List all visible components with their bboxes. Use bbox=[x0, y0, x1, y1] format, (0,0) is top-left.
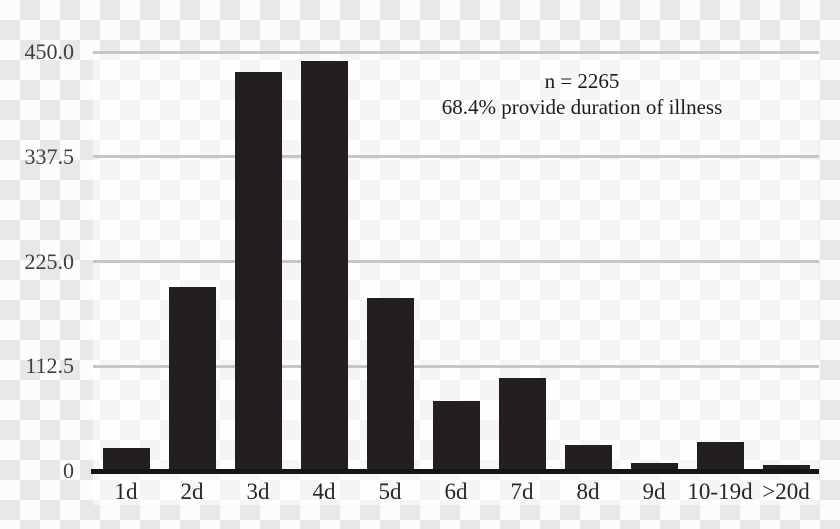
x-tick-label->20d: >20d bbox=[762, 479, 810, 504]
x-axis-line bbox=[91, 469, 819, 474]
x-tick-label-8d: 8d bbox=[576, 479, 600, 504]
y-tick-label: 0 bbox=[63, 458, 74, 483]
x-tick-label-9d: 9d bbox=[642, 479, 666, 504]
y-tick-label: 225.0 bbox=[24, 248, 75, 274]
bar-4d bbox=[300, 61, 348, 470]
bar-5d bbox=[366, 298, 414, 470]
x-tick-label-4d: 4d bbox=[312, 479, 336, 504]
y-tick-label: 450.0 bbox=[24, 39, 75, 64]
bar-10-19d bbox=[696, 442, 744, 470]
bar-3d bbox=[234, 72, 282, 470]
annotation: n = 2265 68.4% provide duration of illne… bbox=[442, 68, 723, 120]
gridline-450.0 bbox=[93, 50, 819, 54]
gridline-112.5 bbox=[93, 364, 819, 368]
bar-9d bbox=[630, 463, 678, 470]
gridline-225.0 bbox=[93, 260, 819, 263]
annotation-percentage: 68.4% provide duration of illness bbox=[441, 95, 723, 119]
y-tick-label: 337.5 bbox=[24, 143, 75, 169]
x-tick-label-2d: 2d bbox=[180, 479, 204, 504]
x-tick-label-1d: 1d bbox=[114, 479, 138, 504]
bar-6d bbox=[432, 401, 480, 470]
annotation-sample-size: n = 2265 bbox=[544, 69, 620, 93]
x-tick-label-10-19d: 10-19d bbox=[687, 479, 753, 504]
bar-8d bbox=[564, 445, 612, 470]
x-tick-label-6d: 6d bbox=[444, 479, 468, 504]
bar-2d bbox=[168, 287, 216, 470]
gridline-337.5 bbox=[93, 155, 819, 159]
x-tick-label-5d: 5d bbox=[378, 479, 402, 504]
x-tick-label-3d: 3d bbox=[246, 479, 270, 504]
y-tick-label: 112.5 bbox=[25, 353, 74, 379]
bar->20d bbox=[762, 465, 810, 470]
bar-1d bbox=[102, 448, 150, 470]
bar-7d bbox=[498, 378, 546, 470]
x-tick-label-7d: 7d bbox=[510, 479, 534, 504]
